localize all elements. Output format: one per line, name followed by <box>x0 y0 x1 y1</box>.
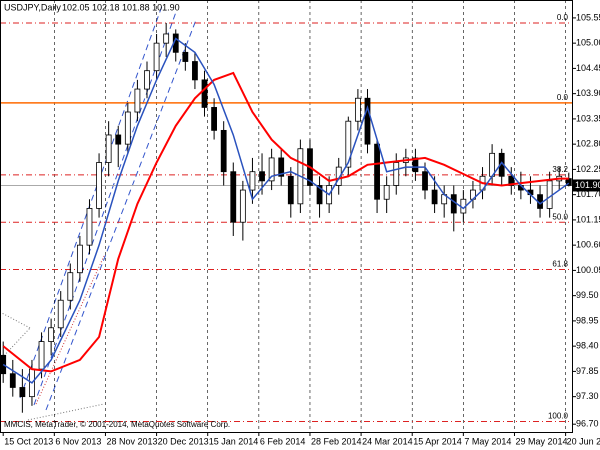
x-tick-label: 6 Nov 2013 <box>55 436 101 446</box>
copyright: MMCIS, MetaTrader, © 2001-2014, MetaQuot… <box>4 420 230 429</box>
trend-line <box>0 327 31 361</box>
moving-average <box>2 37 570 384</box>
candle-body <box>76 244 83 274</box>
candle-body <box>354 97 361 122</box>
y-tick-label: 99.50 <box>576 290 599 300</box>
candle-body <box>96 162 102 209</box>
candle-body <box>508 175 515 186</box>
y-tick-label: 103.35 <box>576 113 600 123</box>
candle-body <box>192 61 198 81</box>
last-price-box <box>573 179 600 192</box>
x-tick-label: 20 Jun 2014 <box>567 436 600 446</box>
candle-body <box>287 175 294 205</box>
candle-body <box>211 107 218 131</box>
candle-body <box>383 185 390 200</box>
candle-body <box>345 120 352 168</box>
y-tick-label: 101.70 <box>576 189 600 199</box>
candle-body <box>38 341 45 370</box>
y-tick-label: 102.80 <box>576 139 600 149</box>
candle-body <box>364 97 371 145</box>
y-tick-label: 100.60 <box>576 240 600 250</box>
y-tick-label: 101.15 <box>576 214 600 224</box>
candle-body <box>19 387 26 398</box>
candle-body <box>422 171 428 191</box>
plot-frame <box>0 0 573 433</box>
candle-body <box>201 79 208 108</box>
fib-label: 100.0 <box>548 412 569 421</box>
fib-label: 0.0 <box>557 13 569 22</box>
y-tick-label: 100.05 <box>576 265 600 275</box>
candle-body <box>182 51 189 62</box>
candle-body <box>278 157 285 177</box>
candle-body <box>239 189 246 223</box>
y-tick-label: 98.95 <box>576 315 599 325</box>
candle-body <box>220 129 227 173</box>
y-tick-label: 105.55 <box>576 12 600 22</box>
fib-label: 50.0 <box>552 212 568 221</box>
candle-body <box>105 134 112 163</box>
x-tick-label: 29 May 2014 <box>515 436 567 446</box>
candle-body <box>335 166 342 186</box>
hline-label: 0.0 <box>557 93 569 102</box>
x-tick-label: 15 Apr 2014 <box>413 436 462 446</box>
x-tick-label: 28 Feb 2014 <box>311 436 362 446</box>
y-tick-label: 103.90 <box>576 88 600 98</box>
candle-body <box>163 33 170 44</box>
candle-body <box>9 373 16 388</box>
moving-average <box>2 71 569 373</box>
chart-header: USDJPY,Daily <box>4 2 61 12</box>
y-tick-label: 97.85 <box>576 366 599 376</box>
x-tick-label: 15 Jan 2014 <box>209 436 259 446</box>
last-price-label: 101.90 <box>575 180 600 190</box>
y-tick-label: 105.00 <box>576 38 600 48</box>
x-tick-label: 28 Nov 2013 <box>106 436 157 446</box>
y-tick-label: 98.40 <box>576 341 599 351</box>
candle-body <box>124 111 131 145</box>
trend-line <box>35 255 105 405</box>
candle-body <box>374 143 380 200</box>
y-tick-label: 102.25 <box>576 164 600 174</box>
candle-body <box>431 189 438 205</box>
candle-body <box>115 134 122 145</box>
candle-body <box>134 88 141 113</box>
x-tick-label: 6 Feb 2014 <box>260 436 306 446</box>
x-tick-label: 20 Dec 2013 <box>158 436 209 446</box>
candle-body <box>57 299 64 329</box>
candle-body <box>412 157 419 173</box>
y-tick-label: 96.70 <box>576 419 599 429</box>
candle-body <box>230 171 237 223</box>
candle-body <box>249 171 256 191</box>
candle-body <box>259 171 265 182</box>
candle-body <box>450 194 457 214</box>
candle-body <box>153 42 160 72</box>
candle-body <box>393 162 400 186</box>
chart-header-ohlc: 102.05 102.18 101.88 101.90 <box>62 2 180 12</box>
y-tick-label: 104.45 <box>576 63 600 73</box>
candle-body <box>86 208 93 246</box>
x-tick-label: 24 Mar 2014 <box>362 436 413 446</box>
plot-area <box>0 0 572 432</box>
candle-body <box>268 157 275 182</box>
candle-body <box>48 327 55 342</box>
x-tick-label: 7 May 2014 <box>464 436 511 446</box>
trend-line <box>27 403 105 421</box>
fib-label: 38.2 <box>552 165 568 174</box>
y-tick-label: 97.30 <box>576 391 599 401</box>
candle-body <box>67 272 74 301</box>
x-tick-label: 15 Oct 2013 <box>4 436 53 446</box>
candle-body <box>144 70 150 90</box>
candle-body <box>546 180 553 209</box>
fib-label: 61.8 <box>552 260 568 269</box>
candle-body <box>316 185 323 205</box>
